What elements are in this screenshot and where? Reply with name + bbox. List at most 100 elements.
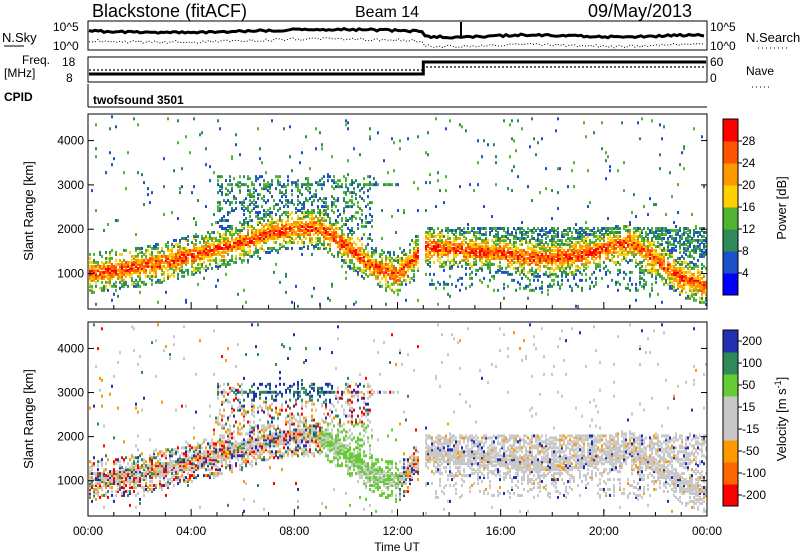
data-cell: [521, 227, 523, 231]
data-cell: [619, 234, 621, 238]
data-cell: [115, 268, 117, 272]
data-cell: [375, 248, 377, 252]
data-cell: [341, 230, 343, 234]
data-cell: [369, 254, 371, 258]
data-cell: [525, 258, 527, 262]
data-cell: [631, 258, 633, 262]
data-cell: [507, 270, 509, 274]
data-cell: [199, 262, 201, 266]
data-cell: [465, 286, 467, 290]
data-cell: [579, 270, 581, 274]
data-cell: [641, 246, 643, 250]
data-cell: [335, 205, 337, 209]
data-cell: [131, 278, 133, 282]
data-cell: [133, 284, 135, 288]
data-cell: [275, 227, 277, 231]
data-cell: [469, 183, 471, 187]
data-cell: [637, 262, 639, 266]
data-cell: [269, 183, 271, 187]
data-cell: [549, 250, 551, 254]
data-cell: [105, 284, 107, 288]
data-cell: [647, 262, 649, 266]
data-cell: [103, 272, 105, 276]
data-cell: [575, 236, 577, 240]
data-cell: [249, 195, 251, 199]
data-cell: [119, 276, 121, 280]
data-cell: [111, 486, 113, 490]
data-cell: [93, 266, 95, 270]
data-cell: [333, 201, 335, 205]
data-cell: [651, 242, 653, 246]
data-cell: [545, 252, 547, 256]
data-cell: [177, 141, 179, 145]
data-cell: [597, 246, 599, 250]
data-cell: [665, 280, 667, 284]
data-cell: [301, 238, 303, 242]
data-cell: [193, 248, 195, 252]
data-cell: [693, 229, 695, 232]
data-cell: [249, 240, 251, 244]
data-cell: [301, 246, 303, 250]
data-cell: [529, 270, 531, 274]
data-cell: [335, 232, 337, 236]
data-cell: [701, 229, 703, 232]
data-cell: [325, 230, 327, 234]
data-cell: [569, 266, 571, 270]
data-cell: [469, 246, 471, 250]
data-cell: [181, 262, 183, 266]
data-cell: [683, 276, 685, 280]
data-cell: [271, 219, 273, 223]
data-cell: [197, 234, 199, 238]
data-cell: [623, 227, 625, 231]
data-cell: [175, 266, 177, 270]
data-cell: [195, 234, 197, 238]
data-cell: [261, 234, 263, 238]
data-cell: [531, 288, 533, 292]
data-cell: [339, 248, 341, 252]
data-cell: [587, 260, 589, 264]
data-cell: [377, 272, 379, 276]
data-cell: [573, 272, 575, 276]
data-cell: [101, 264, 103, 268]
data-cell: [315, 230, 317, 234]
data-cell: [365, 183, 367, 187]
data-cell: [427, 250, 429, 254]
data-cell: [479, 227, 481, 231]
data-cell: [99, 272, 101, 276]
data-cell: [139, 270, 141, 274]
data-cell: [231, 254, 233, 258]
data-cell: [621, 258, 623, 262]
data-cell: [501, 250, 503, 254]
data-cell: [559, 238, 561, 242]
data-cell: [455, 238, 457, 242]
data-cell: [117, 294, 119, 298]
data-cell: [443, 244, 445, 248]
data-cell: [519, 229, 521, 232]
data-cell: [655, 230, 657, 234]
data-cell: [209, 250, 211, 254]
data-cell: [339, 246, 341, 250]
data-cell: [149, 258, 151, 262]
data-cell: [253, 232, 255, 236]
data-cell: [631, 282, 633, 286]
data-cell: [243, 242, 245, 246]
data-cell: [567, 264, 569, 268]
data-cell: [359, 268, 361, 272]
data-cell: [323, 236, 325, 240]
data-cell: [591, 256, 593, 260]
data-cell: [329, 225, 331, 229]
data-cell: [497, 232, 499, 236]
data-cell: [135, 270, 137, 274]
data-cell: [243, 238, 245, 242]
data-cell: [89, 264, 91, 268]
data-cell: [409, 266, 411, 270]
data-cell: [227, 244, 229, 248]
data-cell: [347, 201, 349, 205]
data-cell: [167, 117, 169, 121]
data-cell: [269, 223, 271, 227]
data-cell: [285, 240, 287, 244]
data-cell: [601, 250, 603, 254]
data-cell: [653, 234, 655, 238]
data-cell: [429, 272, 431, 276]
data-cell: [159, 280, 161, 284]
